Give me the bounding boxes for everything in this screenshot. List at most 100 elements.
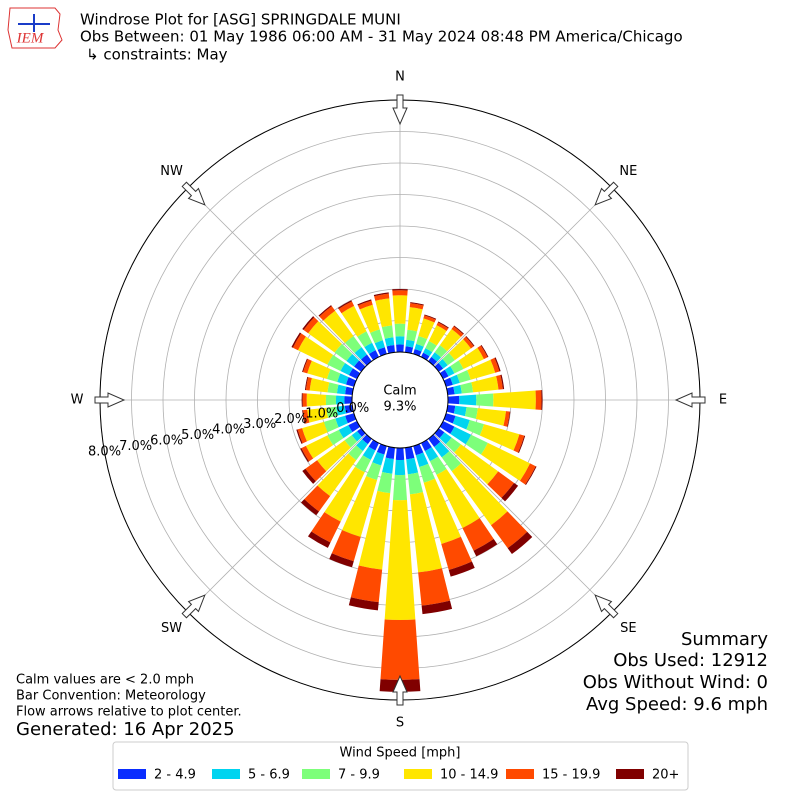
bar-segment: [296, 429, 303, 444]
flow-arrow: [181, 594, 206, 619]
bar-segment: [327, 354, 346, 371]
bar-segment: [357, 428, 366, 437]
bar-segment: [501, 482, 519, 502]
bar-segment: [519, 463, 536, 485]
bar-segment: [366, 462, 382, 481]
bar-segment: [301, 499, 320, 516]
compass-label: W: [71, 393, 84, 408]
bar-segment: [443, 413, 456, 424]
note: Calm values are < 2.0 mph: [16, 673, 194, 688]
bar-segment: [382, 457, 394, 474]
bar-segment: [436, 322, 449, 331]
bar-segment: [423, 478, 461, 544]
bar-segment: [395, 336, 405, 345]
bar-segment: [439, 432, 452, 445]
compass-label: NE: [619, 164, 637, 179]
bar-segment: [473, 539, 498, 557]
bar-segment: [304, 485, 331, 512]
bar-segment: [507, 531, 533, 555]
bar-segment: [453, 384, 462, 395]
flow-arrow: [674, 392, 706, 408]
bar-segment: [496, 374, 503, 390]
legend-label: 15 - 19.9: [542, 768, 600, 783]
bar-segment: [335, 415, 348, 428]
bar-segment: [297, 336, 334, 365]
legend-swatch: [506, 769, 534, 779]
bar-segment: [302, 316, 315, 330]
bar-segment: [302, 393, 307, 407]
calm-value: 9.3%: [383, 400, 416, 415]
bar-segment: [503, 411, 510, 427]
legend-swatch: [404, 769, 432, 779]
flow-arrow: [94, 392, 126, 408]
legend-label: 7 - 9.9: [338, 768, 380, 783]
bar-segment: [319, 306, 336, 321]
bar-segment: [346, 353, 360, 367]
bar-segment: [307, 531, 331, 548]
logo: IEM: [7, 7, 63, 49]
bar-segment: [305, 377, 312, 391]
bar-segment: [348, 597, 379, 611]
bar-segment: [500, 374, 505, 390]
flow-arrow: [392, 94, 408, 126]
bar-segment: [444, 366, 455, 377]
r-tick-label: 3.0%: [243, 417, 276, 432]
bar-segment: [462, 518, 494, 551]
compass-label: S: [396, 716, 404, 731]
chart-subtitle: Obs Between: 01 May 1986 06:00 AM - 31 M…: [80, 28, 683, 46]
bar-segment: [340, 362, 353, 376]
bar-segment: [370, 329, 383, 344]
bar-segment: [476, 393, 494, 407]
calm-label: Calm: [383, 384, 416, 399]
bar-segment: [450, 426, 472, 445]
compass-label: N: [395, 70, 405, 85]
bar-segment: [393, 474, 407, 501]
bar-segment: [329, 553, 354, 568]
bar-segment: [317, 453, 357, 497]
bar-segment: [413, 443, 424, 456]
summary: Avg Speed: 9.6 mph: [586, 694, 768, 715]
bar-segment: [418, 568, 451, 606]
bar-segment: [407, 472, 423, 495]
bar-segment: [303, 317, 319, 334]
bar-segment: [374, 340, 385, 350]
summary: Obs Without Wind: 0: [583, 672, 768, 693]
bar-segment: [311, 512, 341, 543]
bar-segment: [535, 390, 542, 410]
bar-segment: [447, 395, 460, 405]
bar-segment: [436, 469, 480, 529]
bar-segment: [308, 321, 342, 353]
bar-segment: [406, 329, 418, 342]
bar-segment: [446, 386, 455, 395]
bar-segment: [456, 370, 471, 383]
bar-segment: [410, 302, 424, 306]
bar-segment: [384, 500, 416, 620]
bar-segment: [471, 376, 499, 393]
bar-segment: [344, 435, 358, 448]
bar-segment: [458, 347, 484, 370]
bar-segment: [392, 295, 408, 324]
bar-segment: [466, 420, 484, 436]
bar-segment: [437, 321, 449, 329]
legend-swatch: [616, 769, 644, 779]
bar-segment: [357, 300, 373, 310]
r-tick-label: 0.0%: [336, 401, 369, 416]
bar-segment: [380, 619, 420, 680]
bar-segment: [325, 394, 337, 406]
bar-segment: [394, 459, 406, 476]
r-tick-label: 5.0%: [181, 428, 214, 443]
bar-segment: [490, 511, 528, 549]
bar-segment: [344, 405, 354, 414]
bar-segment: [414, 343, 424, 352]
bar-segment: [309, 378, 330, 393]
bar-segment: [421, 600, 453, 615]
bar-segment: [406, 457, 419, 475]
bar-segment: [394, 323, 406, 337]
bar-segment: [307, 407, 329, 423]
bar-segment: [350, 565, 383, 603]
bar-segment: [481, 442, 531, 481]
bar-segment: [336, 384, 347, 395]
bar-segment: [443, 377, 453, 387]
bar-segment: [324, 466, 365, 522]
